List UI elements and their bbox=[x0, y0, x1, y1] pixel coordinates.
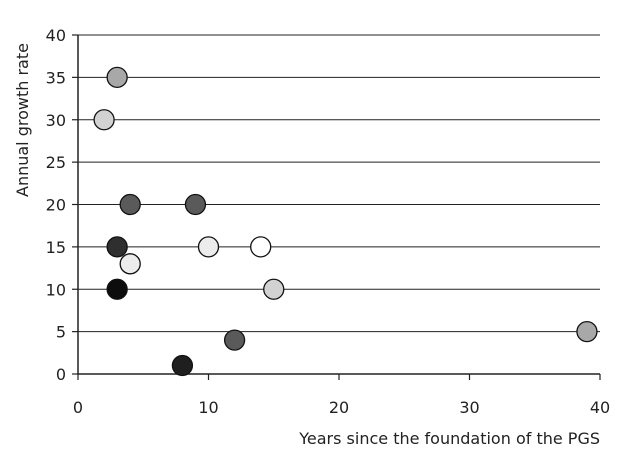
y-tick-label: 30 bbox=[46, 111, 66, 130]
data-point bbox=[119, 253, 141, 275]
x-tick-label: 10 bbox=[198, 398, 218, 417]
x-tick-label: 30 bbox=[459, 398, 479, 417]
y-tick-label: 25 bbox=[46, 153, 66, 172]
y-tick-label: 15 bbox=[46, 238, 66, 257]
data-point bbox=[171, 354, 194, 377]
x-tick-label: 0 bbox=[73, 398, 83, 417]
data-point bbox=[93, 109, 115, 131]
data-point bbox=[223, 329, 246, 351]
tick-labels: 0 5 10 15 20 25 30 35 40 0 10 20 30 40 bbox=[46, 26, 611, 417]
y-tick-label: 0 bbox=[56, 365, 66, 384]
data-point bbox=[106, 278, 128, 300]
gridlines bbox=[78, 34, 600, 333]
axes bbox=[72, 34, 601, 380]
y-tick-label: 40 bbox=[46, 26, 66, 45]
data-point bbox=[250, 236, 272, 258]
y-tick-label: 35 bbox=[46, 68, 66, 87]
y-axis-title: Annual growth rate bbox=[13, 43, 32, 197]
data-point bbox=[576, 320, 598, 343]
data-point bbox=[119, 193, 141, 216]
data-point bbox=[184, 193, 207, 216]
x-tick-label: 40 bbox=[590, 398, 610, 417]
y-tick-label: 5 bbox=[56, 323, 66, 342]
data-point bbox=[197, 236, 220, 258]
x-tick-label: 20 bbox=[329, 398, 349, 417]
y-tick-label: 10 bbox=[46, 280, 66, 299]
data-point bbox=[263, 278, 285, 300]
x-axis-title: Years since the foundation of the PGS bbox=[298, 429, 600, 448]
data-point bbox=[106, 236, 128, 258]
data-points bbox=[93, 66, 598, 377]
data-point bbox=[106, 66, 128, 89]
y-tick-label: 20 bbox=[46, 196, 66, 215]
